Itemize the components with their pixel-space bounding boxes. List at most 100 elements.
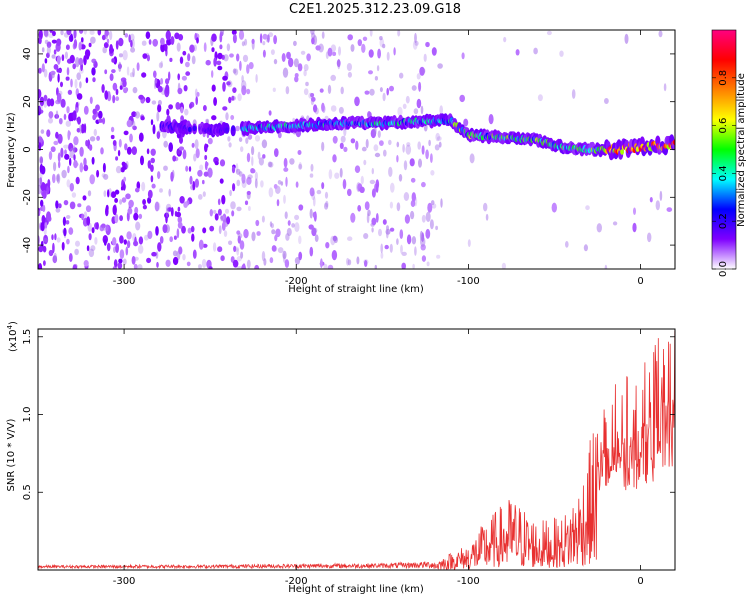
spectrogram-cell bbox=[44, 39, 49, 45]
spectrogram-cell bbox=[303, 69, 307, 77]
spectrogram-cell bbox=[365, 138, 369, 149]
spectrogram-cell bbox=[203, 105, 207, 112]
spectrogram-cell bbox=[439, 105, 444, 115]
spectrogram-cell bbox=[70, 33, 73, 42]
spectrogram-cell bbox=[363, 259, 369, 265]
spectrogram-cell bbox=[114, 198, 118, 203]
spectrogram-cell bbox=[350, 44, 355, 52]
spectrogram-cell bbox=[176, 42, 181, 52]
spectrogram-cell bbox=[193, 44, 197, 52]
spectrogram-xlabel: Height of straight line (km) bbox=[288, 284, 424, 295]
spectrogram-cell bbox=[396, 202, 401, 212]
spectrogram-cell bbox=[102, 46, 107, 54]
spectrogram-cell bbox=[122, 50, 128, 61]
snr-xtick-label: 0 bbox=[637, 576, 643, 587]
spectrogram-cell bbox=[102, 226, 106, 231]
spectrogram-cell bbox=[241, 75, 244, 83]
spectrogram-cell bbox=[262, 154, 266, 159]
spectrogram-cell bbox=[287, 220, 291, 226]
spectrogram-cell bbox=[165, 259, 171, 267]
spectrogram-cell bbox=[371, 167, 374, 175]
spectrogram-cell bbox=[148, 39, 152, 45]
spectrogram-cell bbox=[105, 204, 109, 212]
spectrogram-cell bbox=[319, 88, 324, 93]
spectrogram-cell bbox=[78, 57, 84, 66]
spectrogram-cell bbox=[79, 146, 84, 157]
spectrogram-cell bbox=[413, 108, 419, 115]
spectrogram-cell bbox=[269, 257, 274, 264]
spectrogram-cell bbox=[132, 125, 137, 131]
spectrogram-cell bbox=[136, 181, 141, 190]
spectrogram-cell bbox=[286, 51, 291, 60]
spectrogram-cell bbox=[359, 186, 365, 193]
spectrogram-cell bbox=[362, 36, 368, 41]
spectrogram-cell bbox=[219, 159, 226, 167]
spectrogram-xtick-label: -300 bbox=[113, 276, 136, 287]
spectrogram-cell bbox=[339, 142, 344, 149]
spectrogram-cell bbox=[234, 246, 239, 252]
spectrogram-cell bbox=[371, 188, 376, 198]
spectrogram-cell bbox=[184, 108, 189, 116]
spectrogram-cell bbox=[163, 165, 168, 171]
spectrogram-cell bbox=[48, 117, 53, 124]
spectrogram-cell bbox=[178, 146, 185, 151]
spectrogram-cell bbox=[207, 137, 213, 145]
spectrogram-cell bbox=[192, 125, 197, 132]
spectrogram-cell bbox=[428, 139, 431, 147]
spectrogram-cell bbox=[354, 165, 361, 173]
spectrogram-cell bbox=[248, 206, 251, 211]
spectrogram-cell bbox=[192, 180, 196, 191]
spectrogram-cell bbox=[72, 264, 78, 269]
spectrogram-cell bbox=[166, 108, 170, 116]
spectrogram-cell bbox=[289, 158, 295, 165]
spectrogram-cell bbox=[421, 214, 426, 223]
spectrogram-cell bbox=[207, 167, 213, 178]
spectrogram-cell bbox=[410, 177, 416, 183]
spectrogram-cell bbox=[46, 98, 52, 107]
spectrogram-cell bbox=[56, 68, 62, 73]
spectrogram-cell bbox=[633, 207, 636, 215]
spectrogram-cell bbox=[237, 233, 243, 239]
spectrogram-cell bbox=[262, 41, 266, 46]
spectrogram-cell bbox=[63, 200, 69, 206]
spectrogram-cell bbox=[273, 184, 278, 189]
spectrogram-cell bbox=[39, 171, 43, 180]
spectrogram-cell bbox=[135, 187, 140, 193]
spectrogram-cell bbox=[142, 199, 147, 205]
spectrogram-cell bbox=[420, 236, 426, 247]
spectrogram-cell bbox=[361, 146, 367, 152]
spectrogram-cell bbox=[76, 93, 83, 100]
spectrogram-cell bbox=[179, 196, 185, 204]
spectrogram-cell bbox=[182, 149, 187, 160]
spectrogram-cell bbox=[129, 72, 135, 78]
spectrogram-cell bbox=[63, 144, 69, 149]
spectrogram-cell bbox=[114, 213, 119, 224]
spectrogram-cell bbox=[187, 227, 192, 234]
spectrogram-cell bbox=[46, 129, 51, 137]
spectrogram-cell bbox=[182, 254, 186, 261]
spectrogram-cell bbox=[356, 256, 360, 265]
spectrogram-cell bbox=[303, 64, 309, 72]
spectrogram-cell bbox=[106, 242, 111, 252]
spectrogram-cell bbox=[57, 133, 63, 144]
spectrogram-cell bbox=[64, 149, 67, 155]
spectrogram-cell bbox=[83, 211, 88, 220]
spectrogram-cell bbox=[187, 53, 191, 62]
spectrogram-cell bbox=[60, 30, 64, 36]
spectrogram-cell bbox=[368, 49, 374, 58]
spectrogram-cell bbox=[48, 32, 54, 39]
spectrogram-cell bbox=[337, 58, 341, 70]
spectrogram-cell bbox=[48, 249, 54, 257]
spectrogram-cell bbox=[117, 262, 123, 269]
spectrogram-cell bbox=[255, 74, 258, 83]
spectrogram-cell bbox=[53, 252, 57, 263]
spectrogram-cell bbox=[411, 192, 416, 202]
spectrogram-cell bbox=[323, 263, 328, 269]
spectrogram-cell bbox=[62, 216, 66, 226]
spectrogram-cell bbox=[125, 246, 129, 256]
spectrogram-cell bbox=[177, 216, 183, 224]
spectrogram-cell bbox=[419, 66, 425, 76]
spectrogram-cell bbox=[150, 119, 154, 126]
spectrogram-cell bbox=[88, 233, 92, 241]
spectrogram-cell bbox=[402, 143, 405, 153]
